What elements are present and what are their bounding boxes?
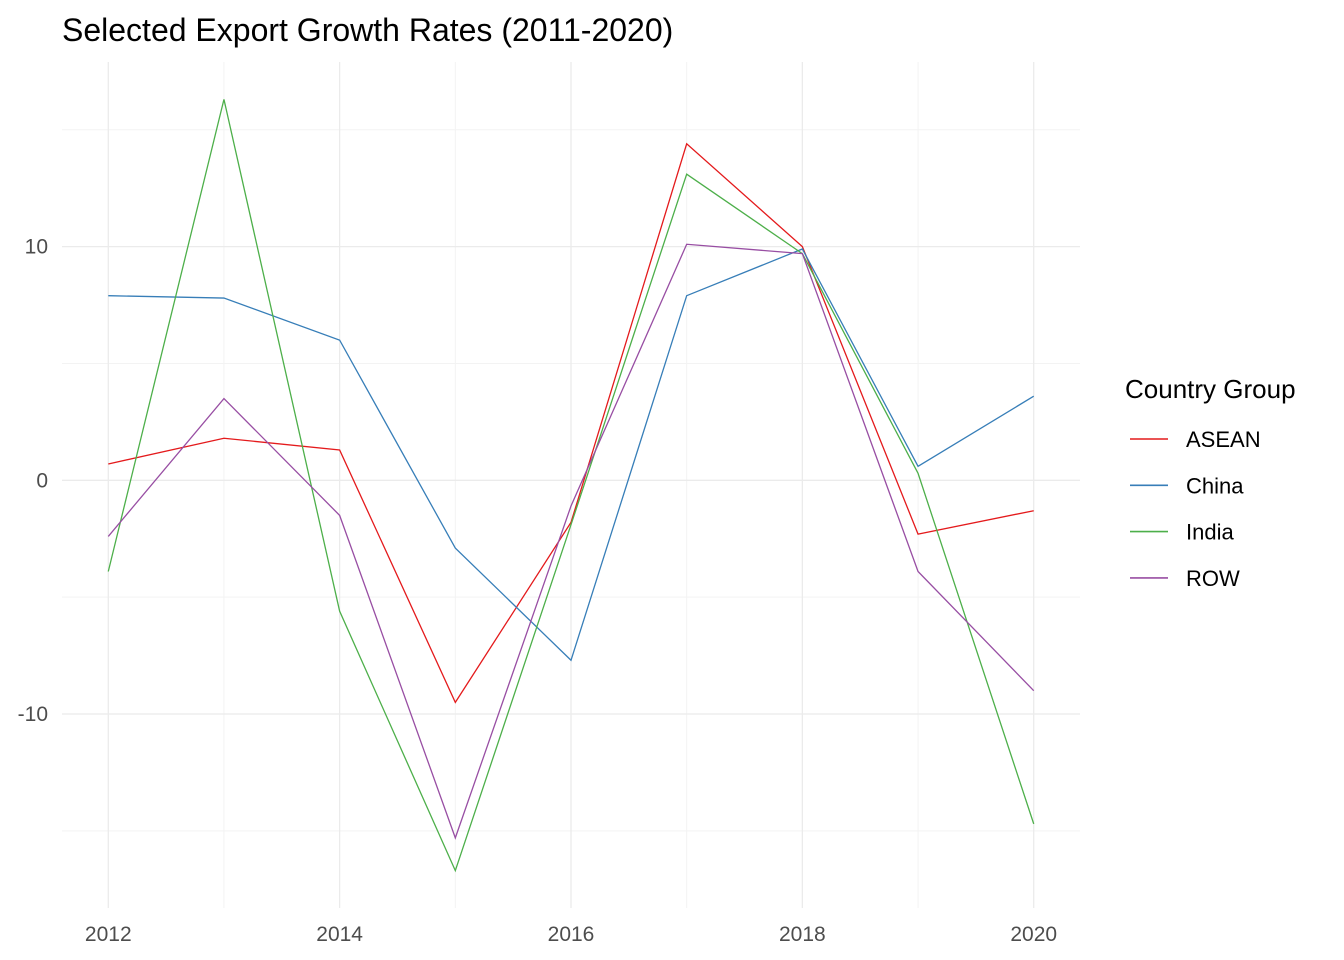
legend-title: Country Group (1125, 374, 1296, 404)
axis-labels: 2012 2014 2016 2018 2020 -10 0 10 (18, 236, 1057, 946)
x-tick-label: 2012 (85, 923, 132, 946)
grid (62, 62, 1080, 908)
series-line-india (107, 99, 1035, 873)
y-tick-label: 10 (25, 236, 48, 259)
series-line-row (107, 243, 1035, 840)
x-tick-label: 2014 (316, 923, 363, 946)
legend-label: India (1186, 520, 1234, 545)
legend-label: China (1186, 473, 1244, 498)
series-line-china (108, 248, 1035, 662)
x-tick-label: 2018 (779, 923, 826, 946)
y-tick-label: 0 (36, 469, 48, 492)
legend: Country Group ASEAN China India ROW (1125, 374, 1296, 591)
series-lines (107, 99, 1035, 873)
x-tick-label: 2020 (1010, 923, 1057, 946)
legend-label: ASEAN (1186, 427, 1261, 452)
chart-title: Selected Export Growth Rates (2011-2020) (62, 12, 673, 48)
legend-label: ROW (1186, 566, 1240, 591)
y-tick-label: -10 (18, 703, 48, 726)
x-tick-label: 2016 (548, 923, 595, 946)
series-line-asean (108, 142, 1034, 704)
